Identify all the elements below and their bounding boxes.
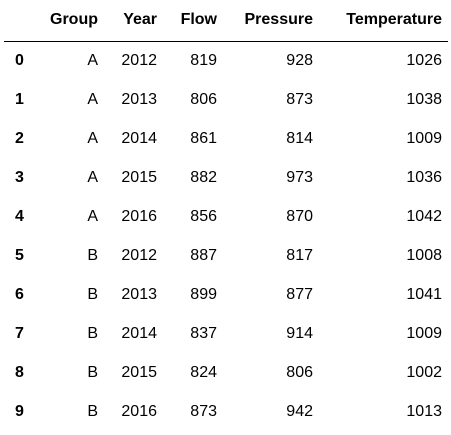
cell-temperature: 1008 [406,246,442,264]
cell-temperature: 1009 [406,129,442,147]
row-index: 5 [15,246,24,264]
cell-pressure: 973 [286,168,313,186]
cell-pressure: 942 [286,402,313,420]
header-flow: Flow [163,0,220,42]
row-index: 7 [15,324,24,342]
header-group: Group [44,0,102,42]
cell-temperature: 1042 [406,207,442,225]
header-year: Year [102,0,163,42]
cell-temperature: 1041 [406,285,442,303]
cell-group: A [87,168,98,186]
cell-pressure: 877 [286,285,313,303]
cell-temperature: 1026 [406,51,442,69]
header-temperature: Temperature [316,0,448,42]
cell-year: 2013 [121,90,157,108]
cell-flow: 861 [190,129,217,147]
cell-year: 2016 [121,207,157,225]
cell-year: 2014 [121,324,157,342]
table-row: 9 B 2016 873 942 1013 [4,392,448,431]
cell-year: 2013 [121,285,157,303]
row-index: 2 [15,129,24,147]
cell-year: 2014 [121,129,157,147]
cell-flow: 819 [190,51,217,69]
cell-flow: 887 [190,246,217,264]
table-row: 8 B 2015 824 806 1002 [4,353,448,392]
row-index: 4 [15,207,24,225]
table-body: 0 A 2012 819 928 1026 1 A 2013 806 873 1… [4,41,448,431]
cell-flow: 873 [190,402,217,420]
cell-flow: 882 [190,168,217,186]
table-row: 5 B 2012 887 817 1008 [4,236,448,275]
cell-group: B [87,402,98,420]
table-row: 6 B 2013 899 877 1041 [4,275,448,314]
header-index [4,0,44,42]
cell-flow: 856 [190,207,217,225]
cell-year: 2015 [121,168,157,186]
header-pressure: Pressure [220,0,316,42]
cell-flow: 899 [190,285,217,303]
cell-flow: 824 [190,363,217,381]
cell-year: 2012 [121,51,157,69]
cell-pressure: 914 [286,324,313,342]
row-index: 0 [15,51,24,69]
cell-group: B [87,246,98,264]
cell-group: A [87,129,98,147]
cell-year: 2012 [121,246,157,264]
cell-pressure: 873 [286,90,313,108]
dataframe-table: Group Year Flow Pressure Temperature 0 A… [4,0,448,431]
cell-year: 2016 [121,402,157,420]
row-index: 3 [15,168,24,186]
cell-temperature: 1009 [406,324,442,342]
cell-temperature: 1002 [406,363,442,381]
cell-group: B [87,363,98,381]
table-row: 4 A 2016 856 870 1042 [4,197,448,236]
table-row: 0 A 2012 819 928 1026 [4,41,448,80]
table-row: 2 A 2014 861 814 1009 [4,119,448,158]
cell-group: A [87,207,98,225]
cell-temperature: 1038 [406,90,442,108]
table-row: 3 A 2015 882 973 1036 [4,158,448,197]
cell-temperature: 1036 [406,168,442,186]
cell-pressure: 817 [286,246,313,264]
table-row: 7 B 2014 837 914 1009 [4,314,448,353]
cell-flow: 837 [190,324,217,342]
cell-group: B [87,324,98,342]
cell-group: A [87,51,98,69]
cell-pressure: 814 [286,129,313,147]
cell-pressure: 806 [286,363,313,381]
header-row: Group Year Flow Pressure Temperature [4,0,448,42]
table-header: Group Year Flow Pressure Temperature [4,0,448,42]
row-index: 6 [15,285,24,303]
row-index: 8 [15,363,24,381]
cell-flow: 806 [190,90,217,108]
cell-group: A [87,90,98,108]
row-index: 9 [15,402,24,420]
cell-pressure: 928 [286,51,313,69]
table-row: 1 A 2013 806 873 1038 [4,80,448,119]
cell-pressure: 870 [286,207,313,225]
cell-group: B [87,285,98,303]
row-index: 1 [15,90,24,108]
cell-temperature: 1013 [406,402,442,420]
cell-year: 2015 [121,363,157,381]
